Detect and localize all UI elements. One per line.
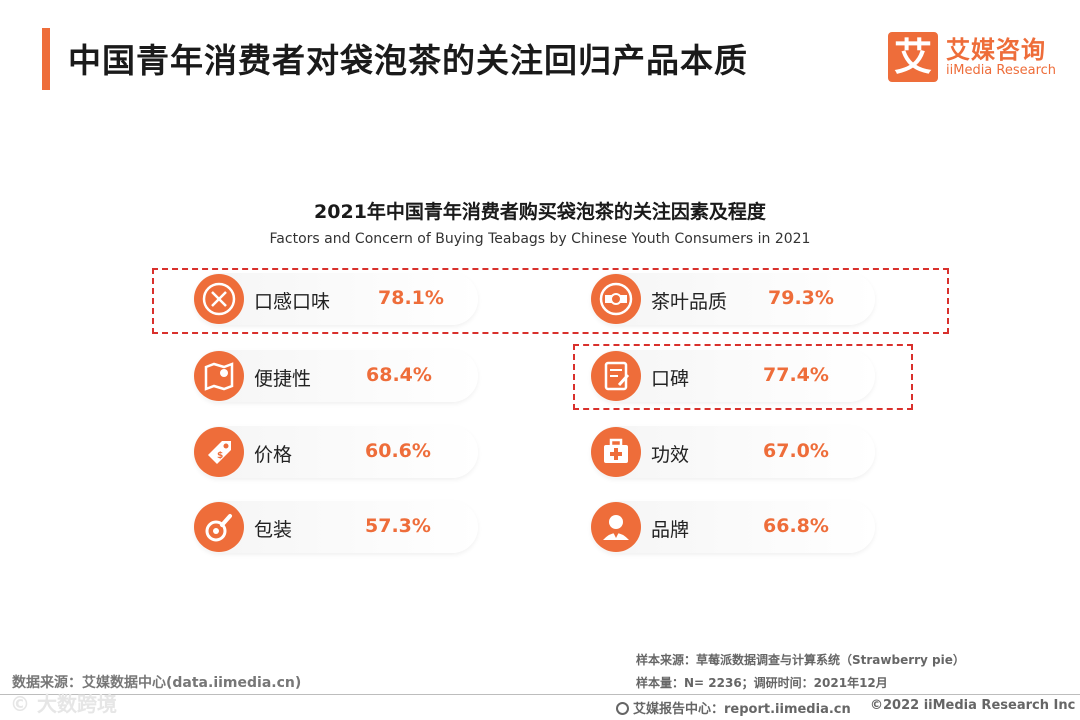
factor-value: 57.3% xyxy=(365,515,431,537)
report-center: 艾媒报告中心：report.iimedia.cn xyxy=(616,698,851,717)
watermark: © 大数跨境 xyxy=(10,692,117,716)
quality-badge-icon xyxy=(591,274,641,324)
factor-label: 功效 xyxy=(651,444,690,466)
factor-value: 66.8% xyxy=(763,515,829,537)
factor-item: 口碑 77.4% xyxy=(591,350,875,402)
copyright: ©2022 iiMedia Research Inc xyxy=(870,698,1076,713)
logo-mark: 艾 xyxy=(888,32,938,82)
map-pin-icon xyxy=(194,351,244,401)
chart-title: 2021年中国青年消费者购买袋泡茶的关注因素及程度 xyxy=(314,201,766,223)
factor-value: 60.6% xyxy=(365,440,431,462)
globe-icon xyxy=(616,702,629,715)
factor-label: 茶叶品质 xyxy=(651,291,728,313)
iimedia-logo: 艾 艾媒咨询 iiMedia Research xyxy=(888,30,1068,86)
factor-label: 口感口味 xyxy=(254,291,331,313)
utensils-icon xyxy=(194,274,244,324)
factor-item: 品牌 66.8% xyxy=(591,501,875,553)
factor-item: 便捷性 68.4% xyxy=(194,350,478,402)
factor-item: 茶叶品质 79.3% xyxy=(591,273,875,325)
factor-value: 77.4% xyxy=(763,364,829,386)
page-title: 中国青年消费者对袋泡茶的关注回归产品本质 xyxy=(68,41,748,80)
packaging-icon xyxy=(194,502,244,552)
highlight-box-top-row xyxy=(152,268,949,334)
sample-source: 样本来源：草莓派数据调查与计算系统（Strawberry pie） xyxy=(636,653,965,667)
footer-divider xyxy=(0,694,1080,695)
svg-text:$: $ xyxy=(217,451,223,461)
logo-english-name: iiMedia Research xyxy=(946,63,1057,78)
factor-item: $ 价格 60.6% xyxy=(194,426,478,478)
factor-value: 79.3% xyxy=(768,287,834,309)
medical-kit-icon xyxy=(591,427,641,477)
data-source: 数据来源：艾媒数据中心(data.iimedia.cn) xyxy=(12,675,302,691)
factor-item: 功效 67.0% xyxy=(591,426,875,478)
title-accent-bar xyxy=(42,28,50,90)
highlight-box-word-of-mouth xyxy=(573,344,913,410)
price-tag-icon: $ xyxy=(194,427,244,477)
chart-subtitle: Factors and Concern of Buying Teabags by… xyxy=(269,231,811,247)
logo-chinese-name: 艾媒咨询 xyxy=(946,36,1046,64)
factor-label: 价格 xyxy=(254,444,293,466)
factor-value: 67.0% xyxy=(763,440,829,462)
factor-label: 便捷性 xyxy=(254,368,312,390)
sample-size: 样本量：N= 2236；调研时间：2021年12月 xyxy=(636,676,888,690)
factor-label: 包装 xyxy=(254,519,293,541)
factor-label: 口碑 xyxy=(651,368,690,390)
factor-item: 口感口味 78.1% xyxy=(194,273,478,325)
factor-label: 品牌 xyxy=(651,519,690,541)
factor-value: 68.4% xyxy=(366,364,432,386)
report-center-text: 艾媒报告中心：report.iimedia.cn xyxy=(633,702,851,717)
factor-item: 包装 57.3% xyxy=(194,501,478,553)
brand-person-icon xyxy=(591,502,641,552)
review-document-icon xyxy=(591,351,641,401)
factor-value: 78.1% xyxy=(378,287,444,309)
